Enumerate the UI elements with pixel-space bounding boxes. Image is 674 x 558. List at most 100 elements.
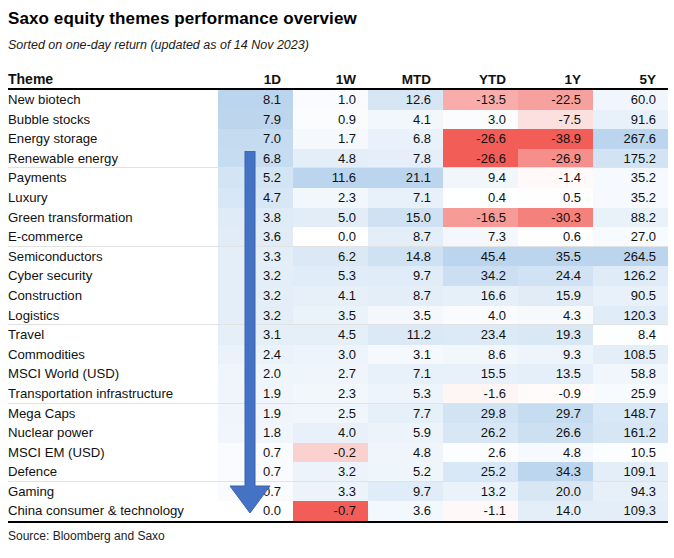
theme-label: Defence	[8, 462, 218, 481]
table-row: E-commerce3.60.08.77.30.627.0	[8, 227, 668, 247]
value-cell: 3.2	[293, 462, 368, 481]
value-cell: 25.2	[443, 462, 518, 481]
value-cell: 5.9	[368, 423, 443, 443]
value-cell: -30.3	[518, 208, 593, 228]
value-cell: -22.5	[518, 90, 593, 110]
table-header-row: Theme1D1WMTDYTD1Y5Y	[8, 69, 668, 90]
value-cell: 126.2	[593, 266, 668, 286]
value-cell: 13.2	[443, 482, 518, 502]
value-cell: 2.3	[293, 188, 368, 208]
theme-label: E-commerce	[8, 227, 218, 246]
value-cell: 2.5	[293, 404, 368, 424]
table-row: MSCI EM (USD)0.7-0.24.82.64.810.5	[8, 443, 668, 463]
page-subtitle: Sorted on one-day return (updated as of …	[8, 37, 668, 53]
value-cell: 0.7	[218, 482, 293, 502]
table-row: Cyber security3.25.39.734.224.4126.2	[8, 266, 668, 286]
value-cell: 88.2	[593, 208, 668, 228]
value-cell: 5.0	[293, 208, 368, 228]
theme-label: Transportation infrastructure	[8, 384, 218, 403]
value-cell: 11.6	[293, 168, 368, 188]
value-cell: 3.3	[293, 482, 368, 502]
value-cell: 1.0	[293, 90, 368, 110]
table-row: Mega Caps1.92.57.729.829.7148.7	[8, 404, 668, 424]
value-cell: 12.6	[368, 90, 443, 110]
value-cell: 9.7	[368, 482, 443, 502]
value-cell: -16.5	[443, 208, 518, 228]
column-header-1w: 1W	[293, 71, 368, 88]
value-cell: 23.4	[443, 325, 518, 345]
value-cell: 11.2	[368, 325, 443, 345]
value-cell: -0.7	[293, 501, 368, 521]
value-cell: 3.2	[218, 266, 293, 286]
table-row: China consumer & technology0.0-0.73.6-1.…	[8, 501, 668, 521]
value-cell: 3.3	[218, 247, 293, 267]
table-row: MSCI World (USD)2.02.77.115.513.558.8	[8, 364, 668, 384]
value-cell: 3.8	[218, 208, 293, 228]
value-cell: 2.4	[218, 345, 293, 365]
value-cell: 29.7	[518, 404, 593, 424]
theme-label: China consumer & technology	[8, 501, 218, 521]
value-cell: 35.2	[593, 168, 668, 188]
value-cell: 21.1	[368, 168, 443, 188]
value-cell: 7.9	[218, 110, 293, 130]
theme-label: Commodities	[8, 345, 218, 365]
value-cell: 9.7	[368, 266, 443, 286]
theme-label: Logistics	[8, 306, 218, 325]
table-row: Bubble stocks7.90.94.13.0-7.591.6	[8, 110, 668, 130]
theme-label: MSCI World (USD)	[8, 364, 218, 384]
theme-label: Payments	[8, 168, 218, 188]
value-cell: -7.5	[518, 110, 593, 130]
value-cell: 4.0	[443, 306, 518, 325]
table-row: Defence0.73.25.225.234.3109.1	[8, 462, 668, 482]
value-cell: 7.7	[368, 404, 443, 424]
value-cell: 148.7	[593, 404, 668, 424]
value-cell: 4.1	[293, 286, 368, 306]
value-cell: 29.8	[443, 404, 518, 424]
value-cell: -1.4	[518, 168, 593, 188]
table-row: Nuclear power1.84.05.926.226.6161.2	[8, 423, 668, 443]
value-cell: 2.0	[218, 364, 293, 384]
value-cell: 35.5	[518, 247, 593, 267]
value-cell: 7.1	[368, 364, 443, 384]
value-cell: 0.9	[293, 110, 368, 130]
theme-label: Nuclear power	[8, 423, 218, 443]
value-cell: 3.5	[293, 306, 368, 325]
table-row: Luxury4.72.37.10.40.535.2	[8, 188, 668, 208]
table-row: New biotech8.11.012.6-13.5-22.560.0	[8, 90, 668, 110]
theme-label: Luxury	[8, 188, 218, 208]
value-cell: 15.9	[518, 286, 593, 306]
value-cell: 1.8	[218, 423, 293, 443]
theme-label: New biotech	[8, 90, 218, 110]
value-cell: 90.5	[593, 286, 668, 306]
value-cell: 3.2	[218, 286, 293, 306]
value-cell: 91.6	[593, 110, 668, 130]
value-cell: 20.0	[518, 482, 593, 502]
table-row: Payments5.211.621.19.4-1.435.2	[8, 168, 668, 188]
value-cell: 5.2	[368, 462, 443, 481]
source-note: Source: Bloomberg and Saxo	[8, 529, 668, 544]
value-cell: 0.6	[518, 227, 593, 246]
value-cell: 60.0	[593, 90, 668, 110]
table-row: Renewable energy6.84.87.8-26.6-26.9175.2	[8, 149, 668, 169]
value-cell: 120.3	[593, 306, 668, 325]
value-cell: 7.8	[368, 149, 443, 168]
value-cell: 1.9	[218, 384, 293, 403]
table-row: Semiconductors3.36.214.845.435.5264.5	[8, 247, 668, 267]
value-cell: -26.6	[443, 129, 518, 149]
value-cell: 3.0	[293, 345, 368, 365]
value-cell: 15.5	[443, 364, 518, 384]
value-cell: 108.5	[593, 345, 668, 365]
value-cell: 9.3	[518, 345, 593, 365]
value-cell: 7.1	[368, 188, 443, 208]
value-cell: 35.2	[593, 188, 668, 208]
table-row: Transportation infrastructure1.92.35.3-1…	[8, 384, 668, 404]
value-cell: 4.8	[518, 443, 593, 463]
value-cell: -0.9	[518, 384, 593, 403]
column-header-theme: Theme	[8, 71, 218, 88]
value-cell: 4.8	[293, 149, 368, 168]
theme-label: Renewable energy	[8, 149, 218, 168]
table-bottom-rule	[8, 521, 668, 523]
value-cell: 5.3	[368, 384, 443, 403]
value-cell: 109.1	[593, 462, 668, 481]
value-cell: 58.8	[593, 364, 668, 384]
